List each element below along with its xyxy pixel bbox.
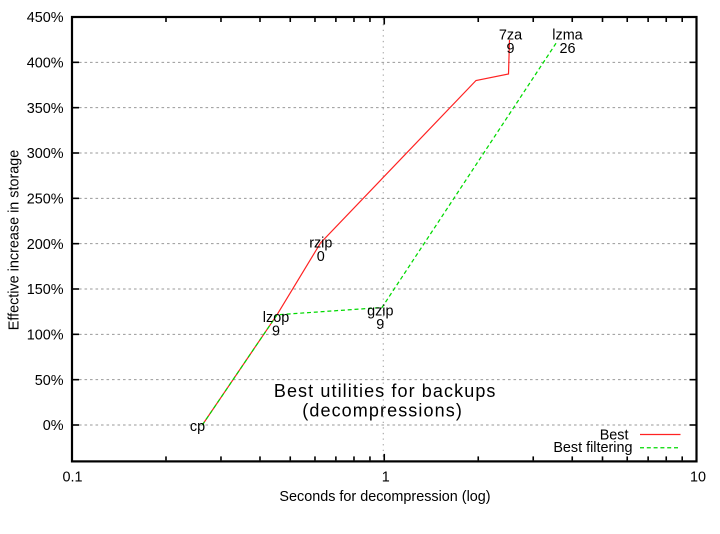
svg-text:300%: 300%: [27, 146, 64, 162]
svg-text:9: 9: [506, 41, 514, 57]
svg-text:gzip: gzip: [367, 304, 393, 320]
svg-text:9: 9: [376, 317, 384, 333]
svg-text:26: 26: [559, 41, 575, 57]
svg-text:450%: 450%: [27, 10, 64, 26]
svg-text:Seconds for decompression (log: Seconds for decompression (log): [279, 489, 490, 505]
svg-text:7za: 7za: [499, 28, 522, 44]
svg-text:400%: 400%: [27, 56, 64, 72]
svg-text:0%: 0%: [43, 418, 64, 434]
svg-text:250%: 250%: [27, 192, 64, 208]
svg-text:100%: 100%: [27, 328, 64, 344]
svg-text:cp: cp: [190, 419, 205, 435]
svg-text:rzip: rzip: [309, 236, 332, 252]
svg-text:Effective increase in storage: Effective increase in storage: [7, 150, 23, 331]
svg-text:10: 10: [690, 469, 706, 485]
svg-text:lzma: lzma: [552, 28, 582, 44]
svg-text:50%: 50%: [35, 373, 64, 389]
svg-text:200%: 200%: [27, 237, 64, 253]
svg-text:1: 1: [382, 469, 390, 485]
svg-text:350%: 350%: [27, 101, 64, 117]
svg-text:Best utilities for backups: Best utilities for backups: [274, 381, 497, 401]
svg-text:0: 0: [317, 249, 325, 265]
svg-text:(decompressions): (decompressions): [302, 401, 463, 421]
svg-text:9: 9: [272, 324, 280, 340]
svg-text:0.1: 0.1: [62, 469, 82, 485]
svg-text:150%: 150%: [27, 282, 64, 298]
svg-text:Best: Best: [600, 428, 629, 444]
svg-text:lzop: lzop: [263, 310, 289, 326]
svg-text:Best filtering: Best filtering: [553, 440, 632, 456]
